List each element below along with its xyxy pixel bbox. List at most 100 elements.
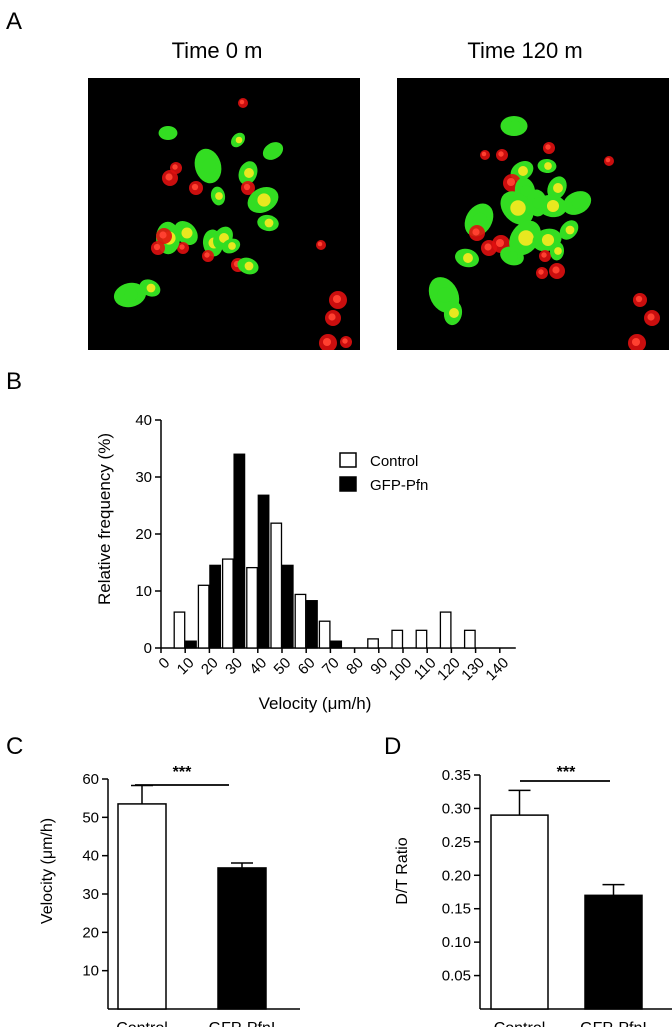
cell-nucleus	[509, 120, 521, 132]
bar-control-100	[391, 629, 404, 649]
x-tick-label: 80	[343, 654, 367, 678]
cell-red-core	[498, 151, 504, 157]
cell-nucleus	[541, 233, 555, 247]
y-tick-label: 0.05	[442, 968, 471, 985]
y-tick-label: 20	[82, 924, 99, 941]
y-tick-label: 0.35	[442, 767, 471, 784]
cell-red-core	[538, 269, 544, 275]
bar-control-20	[197, 584, 210, 649]
cell-red-core	[204, 252, 210, 258]
cell-red-core	[243, 183, 251, 191]
cell-nucleus	[201, 158, 217, 174]
x-tick-label: 10	[174, 654, 198, 678]
x-tick-label: 50	[271, 654, 295, 678]
cell-red-core	[328, 313, 336, 321]
cell-red-core	[191, 183, 199, 191]
panel-label-d: D	[384, 733, 402, 760]
y-axis-label: D/T Ratio	[394, 837, 411, 904]
y-tick-label: 40	[82, 848, 99, 865]
x-tick-label: 30	[222, 654, 246, 678]
cell-red-core	[342, 338, 348, 344]
y-tick-label: 0	[144, 640, 152, 657]
bar-gfp-pfn-60	[306, 600, 318, 649]
x-tick-label: 100	[386, 654, 416, 684]
y-tick-label: 0.30	[442, 800, 471, 817]
bar-control-110	[415, 629, 428, 649]
bar-gfp-pfn-50	[281, 564, 294, 649]
cell-red-core	[322, 337, 332, 347]
bar-control-40	[246, 566, 258, 649]
y-tick-label: 50	[82, 809, 99, 826]
cell-red-core	[541, 252, 547, 258]
bar-gfp-pfni	[217, 867, 267, 1010]
bar-gfp-pfn-10	[185, 640, 197, 649]
significance-marker: ***	[557, 764, 576, 781]
x-tick-label: 70	[319, 654, 343, 678]
cell-nucleus	[508, 251, 518, 261]
cell-nucleus	[235, 136, 243, 144]
cell-nucleus	[472, 212, 488, 228]
x-tick-label: Control	[116, 1020, 168, 1027]
cell-red-core	[545, 144, 551, 150]
y-tick-label: 30	[82, 886, 99, 903]
image-title-time-120: Time 120 m	[467, 38, 583, 63]
cell-nucleus	[463, 253, 473, 263]
bar-control-60	[294, 593, 307, 649]
legend: Control GFP-Pfn	[339, 452, 428, 494]
significance-marker: ***	[173, 764, 192, 781]
x-tick-label: 40	[246, 654, 270, 678]
bar-control	[490, 814, 549, 1010]
bar-gfp-pfn-30	[233, 453, 246, 649]
micrograph-time-120-cells	[428, 116, 660, 350]
x-tick-label: GFP-PfnI	[580, 1020, 647, 1027]
cell-red-core	[647, 313, 655, 321]
bar-control-70	[318, 620, 331, 649]
cell-red-core	[317, 241, 323, 247]
cell-red-core	[332, 294, 342, 304]
cell-red-core	[159, 231, 167, 239]
cell-red-core	[172, 164, 178, 170]
legend-swatch-control	[339, 452, 357, 468]
cell-nucleus	[228, 242, 236, 250]
cell-nucleus	[181, 227, 193, 239]
bar-control-130	[463, 629, 476, 649]
x-tick-label: 60	[295, 654, 319, 678]
x-axis-label: Velocity (μm/h)	[259, 694, 372, 713]
cell-red-core	[552, 266, 560, 274]
cell-red-core	[495, 238, 505, 248]
cell-red-core	[506, 177, 516, 187]
bar-control-120	[439, 611, 452, 649]
image-title-time-0: Time 0 m	[171, 38, 263, 63]
cell-nucleus	[544, 162, 552, 170]
cell-nucleus	[124, 288, 138, 302]
bar-gfp-pfn-70	[330, 640, 343, 649]
cell-nucleus	[449, 308, 459, 318]
x-tick-label: 130	[458, 654, 488, 684]
cell-red-core	[179, 244, 185, 250]
bar-gfp-pfn-20	[209, 564, 222, 649]
bar-control-10	[173, 611, 186, 649]
cell-nucleus	[565, 225, 575, 235]
legend-label-gfp-pfn: GFP-Pfn	[370, 477, 428, 494]
cell-red-core	[631, 337, 641, 347]
cell-nucleus	[437, 287, 453, 303]
x-tick-label: GFP-PfnI	[209, 1020, 276, 1027]
cell-nucleus	[520, 185, 532, 197]
cell-red-core	[239, 99, 245, 105]
cell-red-core	[472, 228, 480, 236]
y-tick-label: 30	[135, 469, 152, 486]
cell-red-core	[635, 295, 643, 303]
cell-red-core	[153, 243, 161, 251]
cell-nucleus	[553, 183, 563, 193]
cell-nucleus	[244, 168, 254, 178]
legend-swatch-gfp-pfn	[339, 476, 357, 492]
cell-nucleus	[518, 166, 528, 176]
cell-nucleus	[215, 192, 223, 200]
micrograph-time-120	[397, 78, 669, 350]
y-tick-label: 60	[82, 771, 99, 788]
cell-nucleus	[571, 196, 585, 210]
y-tick-label: 0.25	[442, 834, 471, 851]
x-tick-label: 140	[482, 654, 512, 684]
cell-nucleus	[554, 247, 562, 255]
